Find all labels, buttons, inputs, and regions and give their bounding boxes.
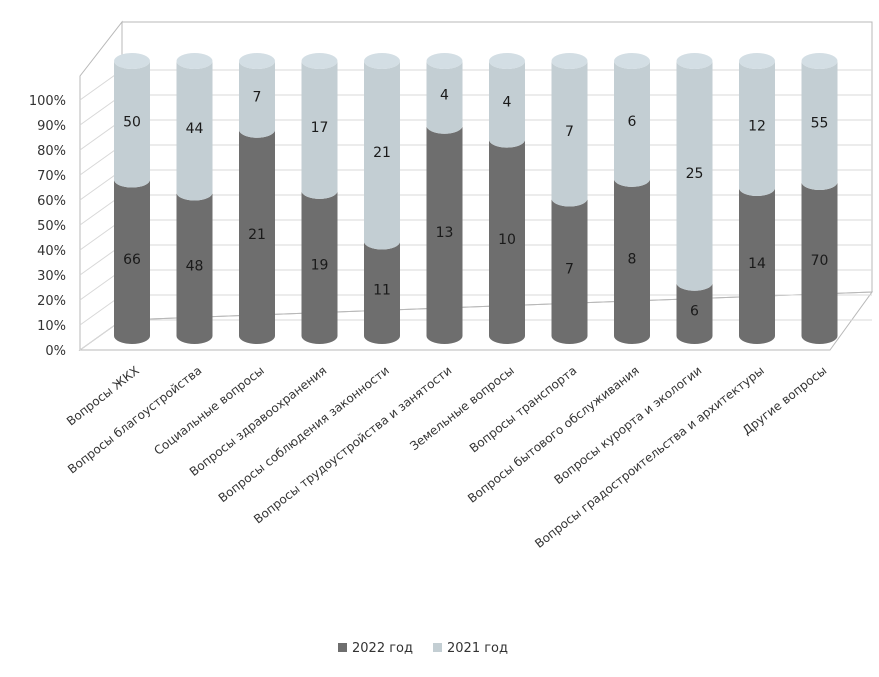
bar-2022	[551, 198, 588, 344]
bar-2021	[676, 61, 713, 291]
x-tick-label: Вопросы благоустройства	[65, 363, 204, 476]
data-label-2021: 4	[440, 87, 449, 103]
data-label-2021: 12	[748, 118, 766, 134]
bar-group	[426, 53, 463, 345]
data-label-2021: 6	[628, 114, 637, 130]
bar-2021	[801, 61, 838, 190]
bar-2022	[801, 182, 838, 344]
x-tick-label: Вопросы транспорта	[467, 363, 580, 455]
bar-2022	[301, 190, 338, 344]
data-label-2022: 13	[436, 225, 454, 241]
y-tick-label: 50%	[37, 219, 66, 234]
bar-2021	[739, 61, 775, 196]
bar-cap	[239, 53, 275, 69]
bar-group	[301, 53, 338, 344]
bar-2021	[176, 61, 213, 201]
data-label-2021: 50	[123, 114, 141, 130]
legend: 2022 год 2021 год	[338, 641, 508, 656]
data-label-2022: 6	[690, 303, 699, 319]
bar-2022	[114, 179, 150, 344]
bar-group	[176, 53, 213, 344]
y-tick-label: 10%	[37, 319, 66, 334]
bar-2021	[114, 61, 150, 188]
bar-cap	[801, 53, 838, 69]
bar-2021	[489, 61, 525, 148]
bar-cap	[426, 53, 463, 69]
bar-group	[489, 53, 525, 344]
bar-2021	[551, 61, 588, 207]
x-tick-label: Земельные вопросы	[407, 363, 517, 453]
bar-group	[551, 53, 588, 344]
bar-2022	[489, 139, 525, 344]
data-label-2021: 21	[373, 145, 391, 161]
bar-group	[239, 53, 275, 344]
bar-group	[364, 53, 400, 344]
legend-swatch	[433, 643, 442, 652]
bar-cap	[739, 53, 775, 69]
bar-2022	[676, 282, 713, 344]
bar-2022	[239, 129, 275, 344]
data-label-2022: 21	[248, 227, 266, 243]
bar-group	[114, 53, 150, 344]
bars	[114, 53, 838, 345]
bar-2021	[301, 61, 338, 199]
y-tick-label: 90%	[37, 119, 66, 134]
bar-group	[801, 53, 838, 344]
data-label-2022: 7	[565, 261, 574, 277]
data-label-2022: 8	[628, 251, 637, 267]
y-tick-label: 60%	[37, 194, 66, 209]
data-label-2021: 4	[503, 94, 512, 110]
x-tick-label: Вопросы градостроительства и архитектуры	[532, 363, 767, 551]
y-tick-label: 40%	[37, 244, 66, 259]
data-label-2022: 66	[123, 252, 141, 268]
bar-2022	[739, 187, 775, 344]
data-label-2022: 11	[373, 283, 391, 299]
legend-label: 2022 год	[352, 641, 413, 656]
data-label-2022: 19	[311, 257, 329, 273]
bar-2021	[239, 61, 275, 138]
bar-group	[614, 53, 650, 344]
data-label-2022: 70	[811, 253, 829, 269]
legend-label: 2021 год	[447, 641, 508, 656]
bar-cap	[489, 53, 525, 69]
data-label-2021: 17	[311, 120, 329, 136]
y-tick-label: 30%	[37, 269, 66, 284]
bar-cap	[676, 53, 713, 69]
bar-cap	[364, 53, 400, 69]
data-label-2021: 7	[565, 124, 574, 140]
bar-cap	[114, 53, 150, 69]
bar-cap	[301, 53, 338, 69]
data-label-2021: 7	[253, 89, 262, 105]
bar-2022	[176, 192, 213, 344]
bar-2022	[614, 178, 650, 344]
bar-cap	[551, 53, 588, 69]
bar-cap	[614, 53, 650, 69]
bar-group	[676, 53, 713, 344]
bar-2022	[364, 241, 400, 344]
bar-group	[739, 53, 775, 344]
data-label-2022: 10	[498, 232, 516, 248]
y-tick-label: 100%	[29, 94, 66, 109]
y-tick-label: 80%	[37, 144, 66, 159]
bar-2021	[364, 61, 400, 250]
data-label-2022: 14	[748, 256, 766, 272]
legend-swatch	[338, 643, 347, 652]
bar-2021	[614, 61, 650, 187]
bar-2021	[426, 61, 463, 134]
data-label-2021: 25	[686, 166, 704, 182]
y-tick-label: 20%	[37, 294, 66, 309]
y-tick-label: 70%	[37, 169, 66, 184]
bar-cap	[176, 53, 213, 69]
data-label-2022: 48	[186, 258, 204, 274]
y-tick-label: 0%	[45, 344, 66, 359]
x-tick-label: Социальные вопросы	[151, 363, 266, 458]
data-label-2021: 55	[811, 116, 829, 132]
bar-2022	[426, 125, 463, 345]
data-label-2021: 44	[186, 121, 204, 137]
